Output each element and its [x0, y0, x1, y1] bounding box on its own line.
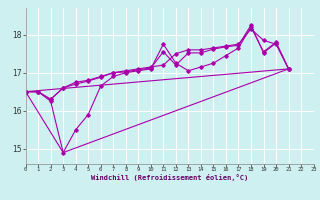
X-axis label: Windchill (Refroidissement éolien,°C): Windchill (Refroidissement éolien,°C) [91, 174, 248, 181]
